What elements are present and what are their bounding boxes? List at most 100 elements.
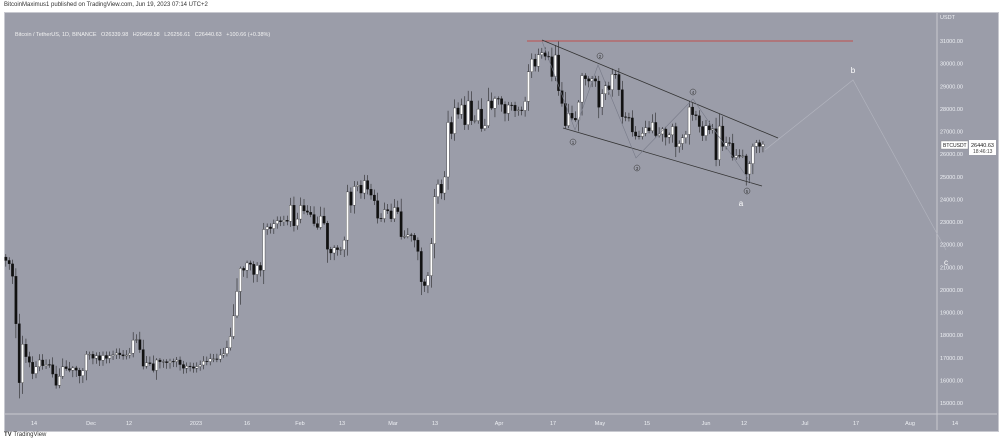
candle-body [58,376,61,386]
candle [349,187,353,213]
candle-body [182,364,185,369]
candle-body [681,137,684,144]
candle-body [225,347,229,354]
candle [383,202,386,223]
candle-body [332,247,336,254]
publisher-credit: BitcoinMaximus1 published on TradingView… [4,2,208,8]
price-tick: 28000.00 [940,107,963,113]
candle [594,75,597,87]
candle [527,64,530,111]
candle [138,331,142,353]
candle-body [714,128,718,160]
candle-body [141,349,145,367]
candle [319,206,323,230]
candle [78,367,81,384]
candle-body [309,212,313,215]
wedge-upper-line[interactable] [541,39,779,139]
candle-body [426,275,430,286]
candle-body [31,362,35,374]
candle-body [84,354,88,371]
candle-body [362,180,366,194]
time-tick: 13 [339,421,345,427]
candle-body [480,108,483,129]
candle-body [202,360,205,366]
candle [192,362,195,373]
candle [148,356,152,366]
price-tick: 22000.00 [940,243,963,249]
candle [486,87,490,128]
candle [238,266,242,305]
time-tick: Apr [495,421,504,427]
candle-body [651,122,654,131]
candle-body [125,354,128,357]
candle-body [506,104,510,114]
price-tick: 15000.00 [940,401,963,407]
candle-body [195,366,199,369]
candle [513,101,517,117]
candle-body [550,56,554,77]
wave-label-3: 3 [636,166,639,171]
candle [165,359,168,369]
candle-body [235,291,239,317]
candle-body [443,176,447,194]
candle [64,360,68,371]
price-axis[interactable]: USDT 31000.00 30000.00 29000.00 28000.00 2700… [940,15,963,407]
candle-body [161,361,165,363]
candle [456,102,460,119]
candle [510,102,514,111]
candle-body [215,358,219,360]
candle-body [17,323,21,383]
time-axis[interactable]: 14 Dec 12 2023 16 Feb 13 Mar 13 Apr 17 May 15 Jun 12 Ju… [31,421,958,427]
candle [228,327,232,351]
symbol-legend: Bitcoin / TetherUS, 1D, BINANCE O26339.9… [15,32,273,38]
candle [212,353,215,363]
price-tick: 24000.00 [940,197,963,203]
symbol-name[interactable]: Bitcoin / TetherUS, 1D, BINANCE [15,32,97,38]
candle [302,198,306,215]
candle-body [108,355,112,359]
candle [125,350,128,360]
candle [429,238,433,288]
wave-letter-a: a [739,199,744,208]
wave-letter-c: c [944,258,948,267]
candle [399,198,403,240]
candle-body [302,205,306,212]
candle [155,358,158,380]
candle [232,304,235,340]
candle-body [694,114,698,116]
candle-body [128,353,132,356]
candle-body [178,359,182,365]
candle-body [175,359,179,362]
candle-body [470,100,473,121]
candle-body [44,364,48,366]
price-tick: 20000.00 [940,288,963,294]
candle [312,206,316,227]
candle [245,260,249,279]
candle-body [701,126,705,136]
candle [141,339,145,370]
candle-body [111,354,115,356]
candle [31,356,35,380]
candle-body [312,214,316,224]
candle [135,334,138,344]
candle-body [158,359,162,362]
candle [339,246,343,256]
candle [346,184,349,256]
candle [661,127,664,142]
time-tick: 2023 [190,421,202,427]
candle [329,246,333,261]
candle [185,362,189,374]
candle [316,216,319,230]
tradingview-logo[interactable]: TV TradingView [4,432,46,438]
candle [761,141,765,153]
high-value: H26469.58 [132,32,160,38]
candle-body [644,127,648,134]
candle [386,204,390,214]
candle [671,123,674,143]
candle [416,237,420,261]
wedge-lower-line[interactable] [562,127,763,187]
candle [336,245,339,256]
candle [473,115,477,124]
candle [282,215,286,226]
